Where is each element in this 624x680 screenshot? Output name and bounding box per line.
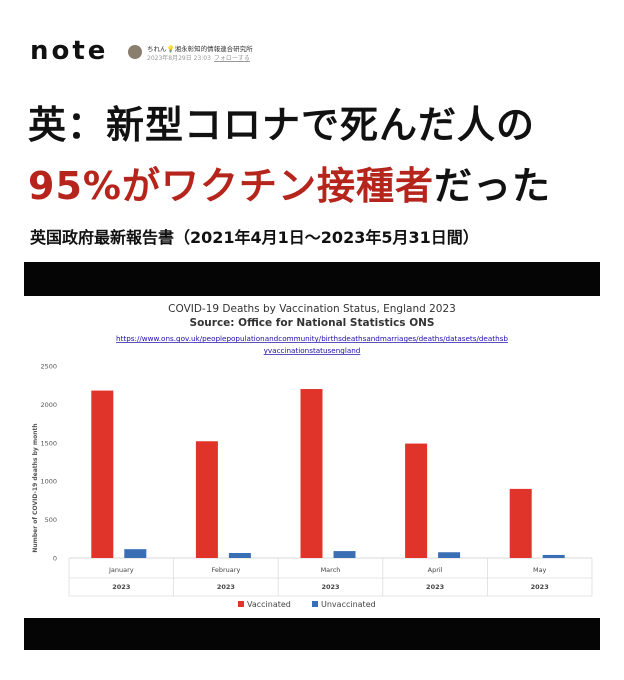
chart-image: COVID-19 Deaths by Vaccination Status, E… (24, 296, 600, 618)
bar-unvaccinated-january (124, 549, 147, 558)
legend-swatch-vaccinated (238, 601, 244, 607)
x-tick-label: April (428, 566, 443, 574)
legend-label-unvaccinated: Unvaccinated (321, 600, 376, 609)
x-tick-label: January (108, 566, 134, 574)
bar-chart: COVID-19 Deaths by Vaccination Status, E… (32, 303, 593, 609)
headline-line-2: 95%がワクチン接種者だった (28, 155, 551, 210)
bar-vaccinated-january (91, 390, 114, 558)
x-tick-sublabel: 2023 (321, 583, 339, 591)
y-tick-label: 1000 (40, 478, 57, 486)
source-url-line-1[interactable]: https://www.ons.gov.uk/peoplepopulationa… (116, 334, 508, 343)
y-tick-label: 2000 (40, 401, 57, 409)
headline-black-text: だった (433, 164, 551, 208)
bar-unvaccinated-march (333, 551, 356, 558)
y-tick-label: 2500 (40, 363, 57, 371)
post-date: 2023年8月29日 23:03 (147, 55, 211, 62)
bar-vaccinated-march (300, 389, 323, 558)
bars (91, 389, 565, 558)
author-info: ちれん💡湘永彰知的情報連合研究所 2023年8月29日 23:03 フォローする (128, 44, 253, 64)
author-name[interactable]: ちれん💡湘永彰知的情報連合研究所 (147, 45, 253, 53)
x-tick-label: March (321, 566, 341, 574)
legend: Vaccinated Unvaccinated (238, 600, 376, 609)
y-tick-label: 500 (45, 516, 57, 524)
x-tick-sublabel: 2023 (426, 583, 444, 591)
follow-button[interactable]: フォローする (213, 55, 250, 62)
x-tick-sublabel: 2023 (531, 583, 549, 591)
image-border-bottom (24, 618, 600, 650)
y-tick-label: 0 (53, 555, 57, 563)
y-axis: 0 500 1000 1500 2000 2500 (40, 363, 592, 563)
note-header: note ちれん💡湘永彰知的情報連合研究所 2023年8月29日 23:03 フォ… (0, 0, 624, 80)
legend-swatch-unvaccinated (312, 601, 318, 607)
image-border-top (24, 262, 600, 296)
bar-unvaccinated-april (438, 552, 461, 558)
y-tick-label: 1500 (40, 439, 57, 447)
chart-subtitle: Source: Office for National Statistics O… (190, 317, 435, 329)
avatar[interactable] (128, 45, 142, 59)
y-axis-label: Number of COVID-19 deaths by month (32, 423, 39, 552)
x-axis: January 2023 February 2023 March 2023 April 202… (68, 558, 593, 597)
headline-red-text: 95%がワクチン接種者 (28, 164, 434, 208)
bar-unvaccinated-february (228, 553, 251, 558)
bar-vaccinated-april (405, 443, 428, 558)
legend-label-vaccinated: Vaccinated (247, 600, 291, 609)
bar-vaccinated-february (195, 441, 218, 558)
chart-title: COVID-19 Deaths by Vaccination Status, E… (168, 303, 456, 315)
x-tick-label: May (533, 566, 547, 574)
x-tick-label: February (211, 566, 240, 574)
post-meta: 2023年8月29日 23:03 フォローする (147, 54, 253, 64)
x-tick-sublabel: 2023 (217, 583, 235, 591)
bar-unvaccinated-may (542, 554, 565, 558)
subheadline: 英国政府最新報告書（2021年4月1日～2023年5月31日間） (30, 228, 479, 247)
note-logo[interactable]: note (30, 36, 109, 66)
headline-line-1: 英：新型コロナで死んだ人の (28, 103, 536, 147)
bar-vaccinated-may (509, 488, 532, 558)
source-url-line-2[interactable]: yvaccinationstatusengland (264, 346, 361, 355)
x-tick-sublabel: 2023 (112, 583, 130, 591)
